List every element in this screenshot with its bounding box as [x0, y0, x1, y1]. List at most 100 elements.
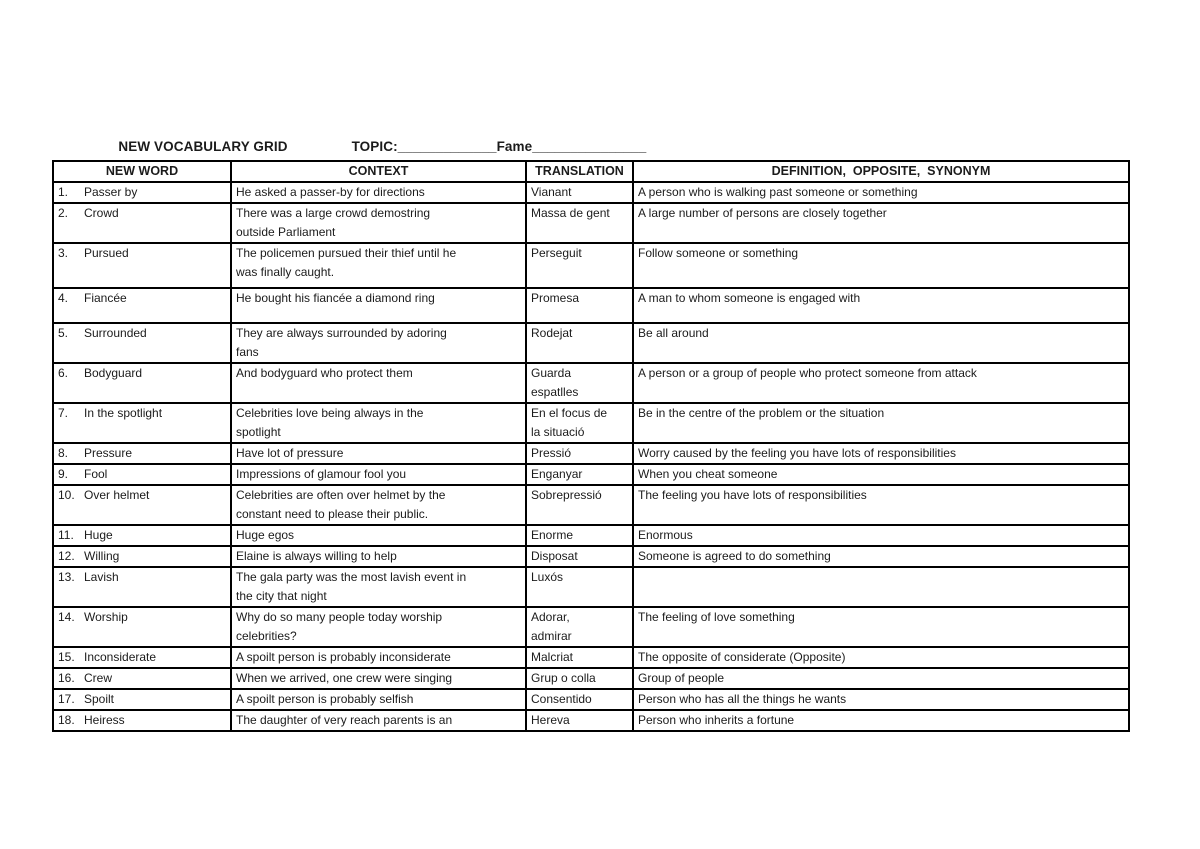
- row-number: 11.: [58, 528, 74, 542]
- definition-cell: Worry caused by the feeling you have lot…: [632, 442, 1130, 465]
- header-context: CONTEXT: [230, 160, 527, 183]
- row-number: 14.: [58, 610, 75, 624]
- new-word: Willing: [84, 549, 120, 563]
- context-cell: A spoilt person is probably selfish: [230, 688, 527, 711]
- table-row: 3. Pursued The policemen pursued their thi…: [52, 242, 1130, 289]
- translation-cell: Vianant: [525, 181, 634, 204]
- new-word: Fool: [84, 467, 108, 481]
- context-cell: They are always surrounded by adoring fa…: [230, 322, 527, 364]
- new-word: Bodyguard: [84, 366, 143, 380]
- context-cell: The gala party was the most lavish event…: [230, 566, 527, 608]
- row-number: 2.: [58, 206, 69, 220]
- definition-cell: Be all around: [632, 322, 1130, 364]
- table-row: 1. Passer by He asked a passer-by for dire…: [52, 181, 1130, 204]
- row-number: 16.: [58, 671, 75, 685]
- new-word: Over helmet: [84, 488, 150, 502]
- new-word-cell: 1. Passer by: [52, 181, 232, 204]
- new-word-cell: 12. Willing: [52, 545, 232, 568]
- context-cell: And bodyguard who protect them: [230, 362, 527, 404]
- new-word-cell: 13. Lavish: [52, 566, 232, 608]
- definition-cell: The opposite of considerate (Opposite): [632, 646, 1130, 669]
- table-row: 2. Crowd There was a large crowd demostrin…: [52, 202, 1130, 244]
- table-row: 7. In the spotlight Celebrities love being…: [52, 402, 1130, 444]
- grid-heading: NEW VOCABULARY GRID: [118, 139, 288, 154]
- translation-cell: Hereva: [525, 709, 634, 732]
- row-number: 4.: [58, 291, 69, 305]
- context-cell: Huge egos: [230, 524, 527, 547]
- translation-cell: En el focus de la situació: [525, 402, 634, 444]
- new-word-cell: 18. Heiress: [52, 709, 232, 732]
- new-word-cell: 3. Pursued: [52, 242, 232, 289]
- new-word: Worship: [84, 610, 128, 624]
- row-number: 10.: [58, 488, 75, 502]
- table-row: 6. Bodyguard And bodyguard who protect the…: [52, 362, 1130, 404]
- table-row: 18. Heiress The daughter of very reach par…: [52, 709, 1130, 732]
- definition-cell: [632, 566, 1130, 608]
- header-definition: DEFINITION, OPPOSITE, SYNONYM: [632, 160, 1130, 183]
- new-word-cell: 11. Huge: [52, 524, 232, 547]
- definition-cell: When you cheat someone: [632, 463, 1130, 486]
- translation-cell: Grup o colla: [525, 667, 634, 690]
- row-number: 13.: [58, 570, 75, 584]
- translation-cell: Malcriat: [525, 646, 634, 669]
- row-number: 12.: [58, 549, 75, 563]
- table-header-row: NEW WORD CONTEXT TRANSLATION DEFINITION, OP…: [52, 160, 1130, 183]
- table-row: 8. Pressure Have lot of pressure Pressió Wor…: [52, 442, 1130, 465]
- context-cell: The policemen pursued their thief until …: [230, 242, 527, 289]
- row-number: 7.: [58, 406, 69, 420]
- definition-cell: The feeling of love something: [632, 606, 1130, 648]
- definition-cell: A large number of persons are closely to…: [632, 202, 1130, 244]
- context-cell: There was a large crowd demostring outsi…: [230, 202, 527, 244]
- definition-cell: A man to whom someone is engaged with: [632, 287, 1130, 324]
- table-row: 14. Worship Why do so many people today wo…: [52, 606, 1130, 648]
- definition-cell: The feeling you have lots of responsibil…: [632, 484, 1130, 526]
- table-row: 15. Inconsiderate A spoilt person is proba…: [52, 646, 1130, 669]
- new-word: Heiress: [84, 713, 125, 727]
- new-word: In the spotlight: [84, 406, 163, 420]
- translation-cell: Promesa: [525, 287, 634, 324]
- translation-cell: Luxós: [525, 566, 634, 608]
- definition-cell: Person who has all the things he wants: [632, 688, 1130, 711]
- table-row: 13. Lavish The gala party was the most lav…: [52, 566, 1130, 608]
- translation-cell: Perseguit: [525, 242, 634, 289]
- translation-cell: Guarda espatlles: [525, 362, 634, 404]
- new-word-cell: 8. Pressure: [52, 442, 232, 465]
- new-word-cell: 6. Bodyguard: [52, 362, 232, 404]
- context-cell: Impressions of glamour fool you: [230, 463, 527, 486]
- definition-cell: Be in the centre of the problem or the s…: [632, 402, 1130, 444]
- context-cell: Celebrities are often over helmet by the…: [230, 484, 527, 526]
- new-word-cell: 16. Crew: [52, 667, 232, 690]
- row-number: 3.: [58, 246, 69, 260]
- table-row: 5. Surrounded They are always surrounded b…: [52, 322, 1130, 364]
- new-word: Inconsiderate: [84, 650, 157, 664]
- row-number: 1.: [58, 185, 69, 199]
- vocabulary-table: NEW WORD CONTEXT TRANSLATION DEFINITION, OP…: [52, 160, 1130, 732]
- new-word: Surrounded: [84, 326, 147, 340]
- new-word: Crowd: [84, 206, 119, 220]
- topic-line: TOPIC:_____________Fame_______________: [351, 139, 647, 154]
- row-number: 5.: [58, 326, 69, 340]
- translation-cell: Pressió: [525, 442, 634, 465]
- new-word-cell: 10. Over helmet: [52, 484, 232, 526]
- row-number: 9.: [58, 467, 69, 481]
- new-word-cell: 15. Inconsiderate: [52, 646, 232, 669]
- table-row: 11. Huge Huge egos Enorme Enormous: [52, 524, 1130, 547]
- row-number: 18.: [58, 713, 75, 727]
- table-row: 9. Fool Impressions of glamour fool you Eng…: [52, 463, 1130, 486]
- context-cell: Why do so many people today worship cele…: [230, 606, 527, 648]
- context-cell: A spoilt person is probably inconsiderat…: [230, 646, 527, 669]
- translation-cell: Rodejat: [525, 322, 634, 364]
- new-word-cell: 5. Surrounded: [52, 322, 232, 364]
- context-cell: Elaine is always willing to help: [230, 545, 527, 568]
- translation-cell: Enorme: [525, 524, 634, 547]
- definition-cell: Enormous: [632, 524, 1130, 547]
- translation-cell: Sobrepressió: [525, 484, 634, 526]
- new-word-cell: 17. Spoilt: [52, 688, 232, 711]
- context-cell: He asked a passer-by for directions: [230, 181, 527, 204]
- translation-cell: Consentido: [525, 688, 634, 711]
- new-word-cell: 9. Fool: [52, 463, 232, 486]
- new-word-cell: 7. In the spotlight: [52, 402, 232, 444]
- definition-cell: Person who inherits a fortune: [632, 709, 1130, 732]
- table-row: 17. Spoilt A spoilt person is probably sel…: [52, 688, 1130, 711]
- definition-cell: Someone is agreed to do something: [632, 545, 1130, 568]
